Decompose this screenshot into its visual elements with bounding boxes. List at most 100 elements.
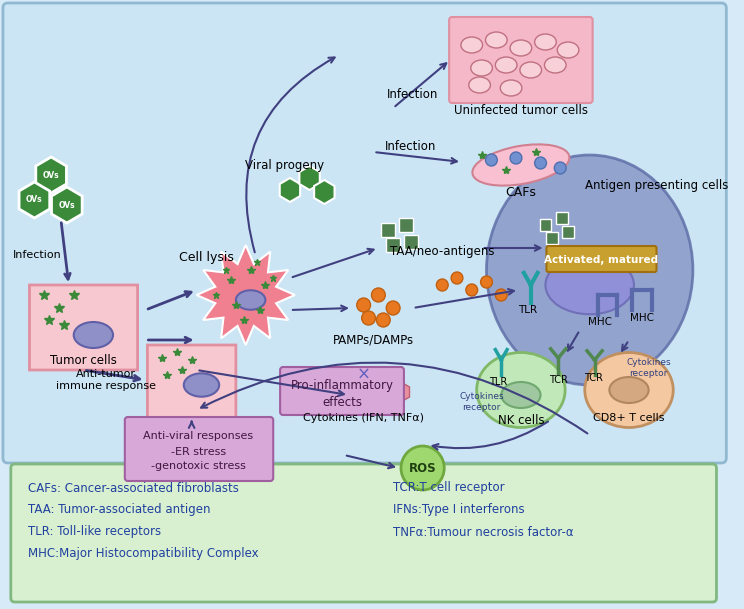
Circle shape [481, 276, 493, 288]
Ellipse shape [184, 373, 219, 396]
Text: MHC: MHC [629, 313, 654, 323]
Text: CAFs: Cancer-associated fibroblasts: CAFs: Cancer-associated fibroblasts [28, 482, 238, 495]
Ellipse shape [461, 37, 483, 53]
Circle shape [451, 272, 463, 284]
Text: Cytokines
receptor: Cytokines receptor [459, 392, 504, 412]
Bar [562, 226, 574, 238]
FancyBboxPatch shape [11, 464, 716, 602]
Text: TLR: TLR [519, 305, 537, 315]
Circle shape [466, 284, 478, 296]
Ellipse shape [557, 42, 579, 58]
Ellipse shape [545, 57, 566, 73]
Circle shape [362, 311, 376, 325]
Ellipse shape [477, 353, 565, 428]
Ellipse shape [496, 57, 517, 73]
Ellipse shape [510, 40, 532, 56]
Polygon shape [19, 182, 50, 218]
Text: Infection: Infection [13, 250, 62, 260]
Text: -ER stress: -ER stress [171, 447, 226, 457]
Ellipse shape [545, 256, 634, 314]
Text: IFNs:Type I interferons: IFNs:Type I interferons [393, 504, 525, 516]
Bar [546, 232, 558, 244]
FancyBboxPatch shape [3, 3, 726, 463]
Text: MHC:Major Histocompatibility Complex: MHC:Major Histocompatibility Complex [28, 547, 258, 560]
Text: Activated, matured: Activated, matured [545, 255, 658, 265]
Text: TAA/neo-antigens: TAA/neo-antigens [390, 245, 495, 258]
Circle shape [510, 152, 522, 164]
Text: effects: effects [322, 395, 362, 409]
Ellipse shape [535, 34, 557, 50]
Bar [386, 238, 400, 252]
Bar [399, 218, 413, 232]
Text: ROS: ROS [408, 462, 437, 474]
Bar [557, 212, 568, 224]
Text: Infection: Infection [387, 88, 438, 102]
Text: PAMPs/DAMPs: PAMPs/DAMPs [333, 334, 414, 347]
Polygon shape [379, 368, 397, 388]
Circle shape [357, 298, 371, 312]
Ellipse shape [74, 322, 113, 348]
Text: TLR: Toll-like receptors: TLR: Toll-like receptors [28, 526, 161, 538]
Ellipse shape [609, 377, 649, 403]
Text: TNFα:Tumour necrosis factor-α: TNFα:Tumour necrosis factor-α [393, 526, 574, 538]
Ellipse shape [236, 290, 266, 310]
Circle shape [401, 446, 444, 490]
Text: -genotoxic stress: -genotoxic stress [151, 461, 246, 471]
Text: Tumor cells: Tumor cells [50, 353, 117, 367]
Polygon shape [393, 382, 409, 402]
Ellipse shape [500, 80, 522, 96]
Ellipse shape [472, 144, 569, 186]
Polygon shape [196, 245, 295, 345]
Text: ×: × [356, 366, 371, 384]
Text: MHC: MHC [588, 317, 612, 327]
FancyBboxPatch shape [30, 285, 138, 370]
Text: Anti-viral responses: Anti-viral responses [144, 431, 254, 441]
Circle shape [371, 288, 385, 302]
Text: OVs: OVs [26, 195, 42, 205]
Text: OVs: OVs [59, 200, 75, 209]
Circle shape [535, 157, 546, 169]
Circle shape [437, 279, 448, 291]
Ellipse shape [486, 32, 507, 48]
Bar [404, 235, 417, 249]
Text: TAA: Tumor-associated antigen: TAA: Tumor-associated antigen [28, 504, 210, 516]
Ellipse shape [487, 155, 693, 385]
Polygon shape [314, 180, 335, 204]
Circle shape [486, 154, 497, 166]
Circle shape [496, 289, 507, 301]
Text: TCR:T cell receptor: TCR:T cell receptor [393, 482, 504, 495]
Polygon shape [280, 178, 300, 202]
Text: NK cells: NK cells [498, 414, 544, 426]
Circle shape [376, 313, 390, 327]
FancyBboxPatch shape [125, 417, 273, 481]
Polygon shape [51, 187, 82, 223]
Text: Infection: Infection [385, 141, 437, 153]
Polygon shape [299, 166, 320, 190]
Text: CD8+ T cells: CD8+ T cells [593, 413, 664, 423]
Text: TCR: TCR [584, 373, 603, 383]
Circle shape [386, 301, 400, 315]
Text: Viral progeny: Viral progeny [246, 158, 324, 172]
Text: TLR: TLR [489, 377, 507, 387]
Ellipse shape [585, 353, 673, 428]
Ellipse shape [520, 62, 542, 78]
Text: Pro-inflammatory: Pro-inflammatory [290, 379, 394, 392]
Text: Cytokines (IFN, TNFα): Cytokines (IFN, TNFα) [303, 413, 424, 423]
Bar [382, 223, 395, 237]
Text: CAFs: CAFs [505, 186, 536, 199]
Polygon shape [360, 375, 377, 395]
Circle shape [554, 162, 566, 174]
FancyBboxPatch shape [546, 246, 656, 272]
Ellipse shape [471, 60, 493, 76]
Bar [539, 219, 551, 231]
Ellipse shape [501, 382, 541, 408]
Text: Anti-tumor
immune response: Anti-tumor immune response [56, 369, 156, 391]
Text: TCR: TCR [549, 375, 568, 385]
FancyBboxPatch shape [449, 17, 593, 103]
Text: Antigen presenting cells: Antigen presenting cells [585, 178, 728, 191]
FancyBboxPatch shape [147, 345, 236, 420]
Polygon shape [373, 390, 390, 410]
Text: Cell lysis: Cell lysis [179, 252, 234, 264]
Text: Cytokines
receptor: Cytokines receptor [626, 358, 671, 378]
Polygon shape [36, 157, 66, 193]
